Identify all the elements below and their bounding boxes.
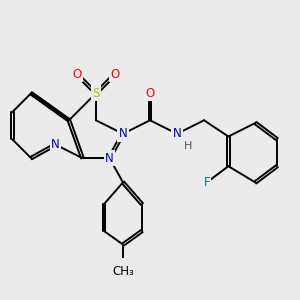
Text: H: H xyxy=(184,141,192,151)
Text: N: N xyxy=(172,127,182,140)
Text: O: O xyxy=(72,68,82,81)
Text: F: F xyxy=(203,176,210,189)
Text: CH₃: CH₃ xyxy=(112,265,134,278)
Text: N: N xyxy=(105,152,114,165)
Text: N: N xyxy=(118,127,127,140)
Text: N: N xyxy=(51,138,60,151)
Text: S: S xyxy=(92,87,100,100)
Text: N: N xyxy=(172,127,182,140)
Text: O: O xyxy=(146,87,154,100)
Text: O: O xyxy=(110,68,119,81)
